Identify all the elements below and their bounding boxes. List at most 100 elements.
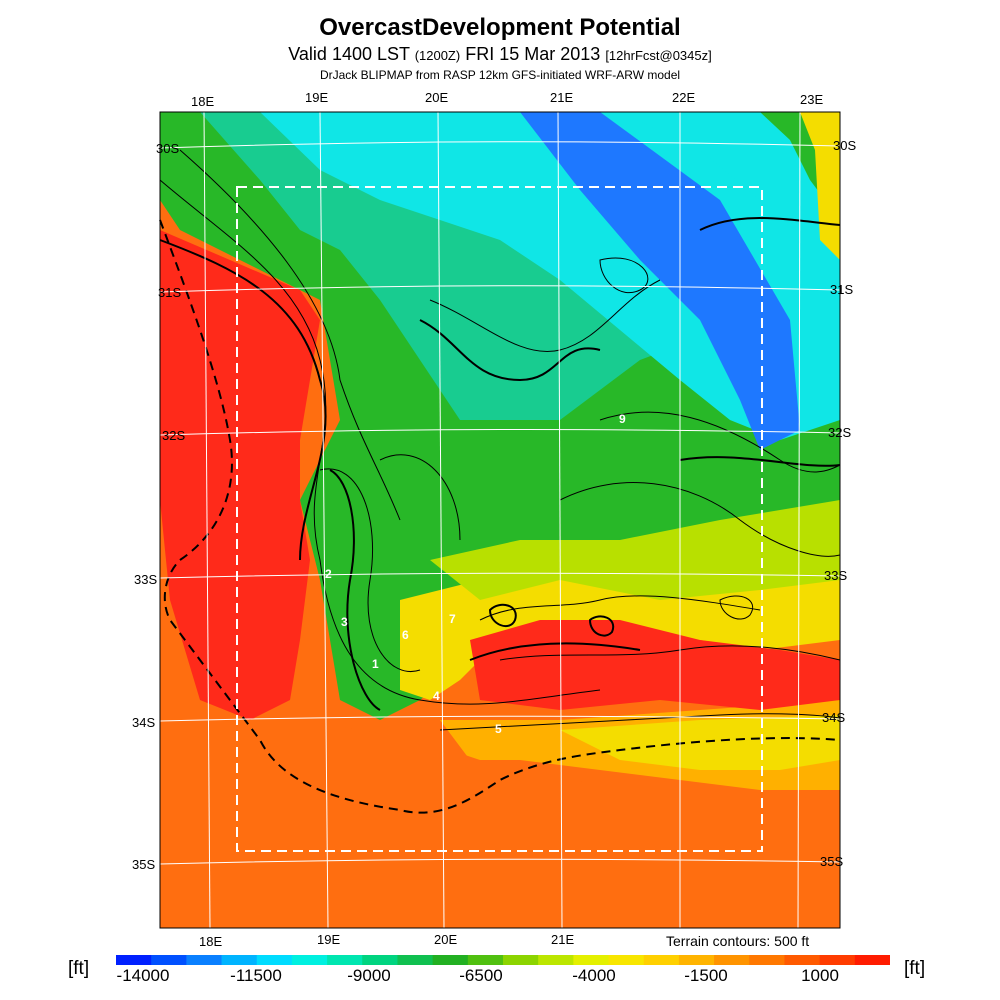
axis-labels: 18E 19E 20E 21E 22E 23E 18E 19E 20E 21E …	[132, 90, 856, 949]
colorbar-segment	[221, 955, 258, 965]
meridian-line	[557, 111, 563, 929]
contour-label: 9	[619, 412, 626, 426]
lon-label-top: 19E	[305, 90, 328, 105]
colorbar-segment	[116, 955, 152, 965]
contour-label: 2	[325, 567, 332, 581]
colorbar-segment	[854, 955, 890, 965]
parallel-line	[159, 572, 841, 579]
colorbar-tick: -11500	[230, 966, 282, 985]
colorbar-unit-right: [ft]	[904, 958, 926, 979]
model-description: DrJack BLIPMAP from RASP 12km GFS-initia…	[319, 68, 681, 82]
colorbar-segment	[573, 955, 610, 965]
colorbar-segment	[151, 955, 187, 965]
contour-line	[379, 454, 461, 541]
lon-label-bottom: 20E	[434, 932, 457, 947]
lat-label-right: 31S	[830, 282, 853, 297]
contour-label: 3	[341, 615, 348, 629]
lat-label-left: 35S	[132, 857, 155, 872]
colorbar-segment	[432, 955, 469, 965]
contour-line	[159, 179, 601, 705]
lat-label-left: 34S	[132, 715, 155, 730]
colorbar-segment	[503, 955, 539, 965]
contour-line	[319, 468, 421, 672]
contour-line-bold	[699, 217, 841, 231]
contour-line-bold	[679, 456, 841, 467]
lon-label-top: 23E	[800, 92, 823, 107]
field-south-orange	[160, 720, 840, 928]
colorbar-segment	[749, 955, 786, 965]
graticule	[159, 111, 841, 929]
colorbar-segment	[467, 955, 504, 965]
colorbar-segment	[256, 955, 293, 965]
meridian-line	[437, 111, 445, 929]
lon-label-bottom: 21E	[551, 932, 574, 947]
meridian-line	[203, 111, 211, 929]
contour-line	[479, 595, 761, 621]
meridian-line	[319, 111, 329, 929]
colorbar-segment	[608, 955, 645, 965]
colorbar-segment	[819, 955, 856, 965]
contour-line	[559, 482, 841, 557]
lon-label-top: 21E	[550, 90, 573, 105]
coastline-layer	[159, 219, 841, 814]
field-layer	[160, 112, 840, 928]
parallel-line	[159, 858, 841, 865]
parallel-line	[159, 428, 841, 436]
contour-label: 7	[449, 612, 456, 626]
colorbar	[116, 955, 890, 965]
colorbar-segment	[362, 955, 399, 965]
colorbar-tick: 1000	[801, 966, 839, 985]
contour-line-bold	[329, 469, 381, 711]
colorbar-tick: -4000	[572, 966, 616, 985]
contour-line-bold	[488, 603, 517, 628]
field-min-region	[520, 112, 800, 450]
contour-value-labels: 9 2 3 6 7 1 4 5	[325, 412, 626, 736]
lat-label-left: 31S	[158, 285, 181, 300]
contour-label: 5	[495, 722, 502, 736]
valid-time: Valid 1400 LST (1200Z) FRI 15 Mar 2013 […	[0, 44, 1000, 65]
colorbar-unit-left: [ft]	[68, 958, 90, 979]
colorbar-tick: -1500	[684, 966, 728, 985]
lat-label-right: 32S	[828, 425, 851, 440]
map-frame	[159, 111, 841, 929]
lat-label-left: 33S	[134, 572, 157, 587]
colorbar-segment	[186, 955, 223, 965]
valid-prefix: Valid 1400 LST	[288, 44, 410, 64]
parallel-line	[159, 285, 841, 293]
contour-label: 4	[433, 689, 440, 703]
lat-label-right: 34S	[822, 710, 845, 725]
contour-line	[599, 411, 841, 473]
lat-label-left: 32S	[162, 428, 185, 443]
colorbar-segment	[538, 955, 574, 965]
field-west-plateau	[160, 230, 320, 720]
lat-label-right: 30S	[833, 138, 856, 153]
inner-domain-box	[236, 186, 763, 852]
contour-line-bold	[469, 642, 641, 661]
lon-label-bottom: 18E	[199, 934, 222, 949]
colorbar-segment	[291, 955, 328, 965]
lon-label-top: 22E	[672, 90, 695, 105]
colorbar-tick: -6500	[459, 966, 503, 985]
contour-line	[719, 595, 753, 620]
contour-bold-layer	[159, 217, 841, 711]
colorbar-tick: -9000	[347, 966, 391, 985]
terrain-contour-note: Terrain contours: 500 ft	[666, 933, 810, 949]
meridian-line	[797, 111, 801, 929]
lon-label-top: 20E	[425, 90, 448, 105]
parallel-line	[159, 715, 841, 722]
colorbar-segment	[397, 955, 434, 965]
map-title: OvercastDevelopment Potential	[319, 14, 681, 41]
coastline	[159, 219, 841, 814]
contour-line-bold	[159, 239, 327, 561]
contour-line	[429, 279, 661, 352]
forecast-label: [12hrFcst@0345z]	[605, 48, 712, 63]
colorbar-segment	[678, 955, 715, 965]
contour-label: 6	[402, 628, 409, 642]
lon-label-bottom: 19E	[317, 932, 340, 947]
parallel-line	[159, 141, 841, 149]
lon-label-top: 18E	[191, 94, 214, 109]
valid-utc: (1200Z)	[414, 48, 461, 63]
lat-label-right: 35S	[820, 854, 843, 869]
colorbar-tick: -14000	[116, 966, 170, 985]
